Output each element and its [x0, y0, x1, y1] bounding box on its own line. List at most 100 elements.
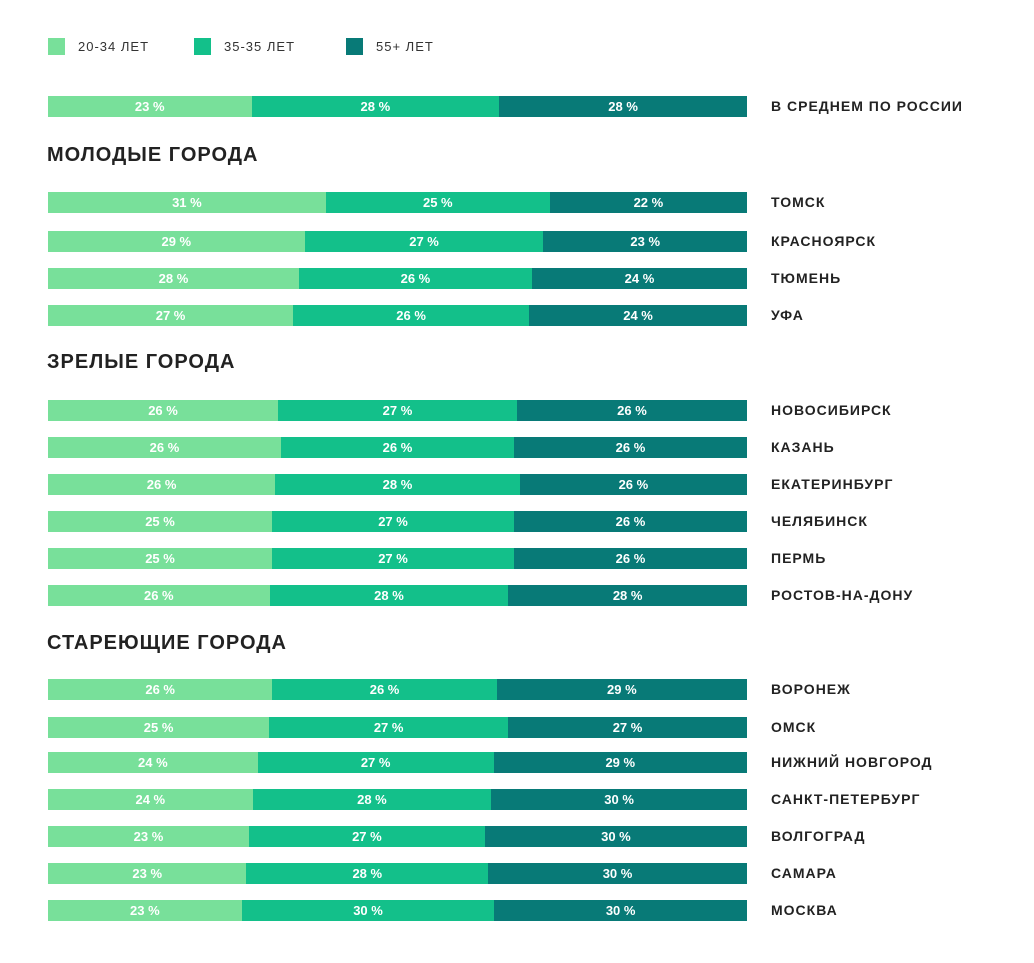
legend-swatch	[346, 37, 363, 55]
row-label: НИЖНИЙ НОВГОРОД	[771, 754, 933, 770]
row-label: САНКТ-ПЕТЕРБУРГ	[771, 791, 921, 807]
bar-segment: 28 %	[499, 96, 747, 117]
group-title: МОЛОДЫЕ ГОРОДА	[47, 144, 259, 166]
bar-segment: 30 %	[488, 863, 747, 884]
row-label: УФА	[771, 307, 804, 323]
bar-segment: 28 %	[48, 268, 299, 289]
bar-row: 24 % 27 % 29 %	[48, 752, 747, 773]
bar-segment: 26 %	[513, 548, 747, 569]
bar-segment: 27 %	[278, 400, 517, 421]
bar-segment: 27 %	[257, 752, 494, 773]
bar-row: 24 % 28 % 30 %	[48, 789, 747, 810]
row-label: ТОМСК	[771, 194, 826, 210]
bar-segment: 27 %	[508, 717, 747, 738]
bar-row: 25 % 27 % 26 %	[48, 511, 747, 532]
legend-item: 55+ ЛЕТ	[346, 37, 434, 55]
bar-segment: 25 %	[325, 192, 550, 213]
bar-segment: 26 %	[298, 268, 532, 289]
bar-row: 31 % 25 % 22 %	[48, 192, 747, 213]
legend-label: 20-34 ЛЕТ	[78, 38, 150, 54]
bar-segment: 25 %	[48, 511, 273, 532]
row-label: МОСКВА	[771, 902, 838, 918]
row-label: САМАРА	[771, 865, 837, 881]
row-label: ЕКАТЕРИНБУРГ	[771, 476, 894, 492]
legend-label: 55+ ЛЕТ	[376, 38, 434, 54]
bar-segment: 27 %	[272, 548, 514, 569]
row-label: В СРЕДНЕМ ПО РОССИИ	[771, 98, 963, 114]
bar-segment: 28 %	[246, 863, 489, 884]
bar-row: 28 % 26 % 24 %	[48, 268, 747, 289]
bar-segment: 24 %	[531, 268, 747, 289]
bar-segment: 27 %	[272, 511, 514, 532]
bar-row: 23 % 27 % 30 %	[48, 826, 747, 847]
legend-item: 35-35 ЛЕТ	[194, 37, 295, 55]
bar-segment: 27 %	[48, 305, 294, 326]
bar-segment: 28 %	[251, 96, 500, 117]
legend-swatch	[48, 37, 65, 55]
bar-segment: 26 %	[272, 679, 497, 700]
row-label: ПЕРМЬ	[771, 550, 827, 566]
bar-row: 23 % 30 % 30 %	[48, 900, 747, 921]
legend-label: 35-35 ЛЕТ	[224, 38, 296, 54]
bar-segment: 29 %	[48, 231, 305, 252]
row-label: ОМСК	[771, 719, 817, 735]
bar-segment: 30 %	[484, 826, 747, 847]
bar-segment: 31 %	[48, 192, 326, 213]
bar-row: 27 % 26 % 24 %	[48, 305, 747, 326]
bar-segment: 25 %	[48, 717, 270, 738]
bar-segment: 23 %	[48, 900, 242, 921]
bar-row: 26 % 27 % 26 %	[48, 400, 747, 421]
bar-segment: 28 %	[275, 474, 520, 495]
row-label: КРАСНОЯРСК	[771, 233, 877, 249]
bar-row: 23 % 28 % 30 %	[48, 863, 747, 884]
bar-segment: 26 %	[513, 511, 747, 532]
legend-swatch	[194, 37, 211, 55]
bar-segment: 24 %	[48, 752, 258, 773]
row-label: ВОЛГОГРАД	[771, 828, 866, 844]
bar-segment: 26 %	[293, 305, 530, 326]
bar-row: 26 % 28 % 28 %	[48, 585, 747, 606]
bar-segment: 30 %	[491, 789, 747, 810]
bar-segment: 28 %	[508, 585, 747, 606]
row-label: ВОРОНЕЖ	[771, 681, 851, 697]
row-label: КАЗАНЬ	[771, 439, 835, 455]
bar-segment: 26 %	[281, 437, 514, 458]
legend-item: 20-34 ЛЕТ	[48, 37, 149, 55]
bar-segment: 26 %	[514, 437, 747, 458]
bar-segment: 29 %	[496, 679, 747, 700]
bar-segment: 26 %	[48, 585, 270, 606]
row-label: ТЮМЕНЬ	[771, 270, 842, 286]
row-label: РОСТОВ-НА-ДОНУ	[771, 587, 914, 603]
bar-segment: 26 %	[48, 400, 279, 421]
bar-segment: 23 %	[48, 863, 247, 884]
bar-segment: 26 %	[48, 474, 276, 495]
bar-segment: 27 %	[304, 231, 544, 252]
bar-segment: 27 %	[248, 826, 485, 847]
bar-segment: 26 %	[48, 679, 273, 700]
bar-segment: 22 %	[549, 192, 747, 213]
bar-segment: 23 %	[48, 96, 252, 117]
bar-row: 26 % 28 % 26 %	[48, 474, 747, 495]
bar-segment: 26 %	[516, 400, 747, 421]
bar-segment: 28 %	[269, 585, 509, 606]
group-title: ЗРЕЛЫЕ ГОРОДА	[47, 351, 236, 373]
bar-segment: 30 %	[241, 900, 495, 921]
bar-row: 25 % 27 % 27 %	[48, 717, 747, 738]
bar-segment: 23 %	[543, 231, 747, 252]
bar-segment: 30 %	[494, 900, 747, 921]
bar-segment: 25 %	[48, 548, 273, 569]
bar-row: 29 % 27 % 23 %	[48, 231, 747, 252]
bar-row: 23 % 28 % 28 %	[48, 96, 747, 117]
bar-segment: 26 %	[519, 474, 747, 495]
bar-segment: 23 %	[48, 826, 249, 847]
bar-row: 26 % 26 % 26 %	[48, 437, 747, 458]
bar-segment: 28 %	[252, 789, 492, 810]
bar-row: 25 % 27 % 26 %	[48, 548, 747, 569]
bar-segment: 24 %	[48, 789, 253, 810]
bar-segment: 26 %	[48, 437, 281, 458]
bar-segment: 24 %	[529, 305, 747, 326]
group-title: СТАРЕЮЩИЕ ГОРОДА	[47, 632, 287, 654]
row-label: ЧЕЛЯБИНСК	[771, 513, 868, 529]
bar-segment: 29 %	[493, 752, 747, 773]
